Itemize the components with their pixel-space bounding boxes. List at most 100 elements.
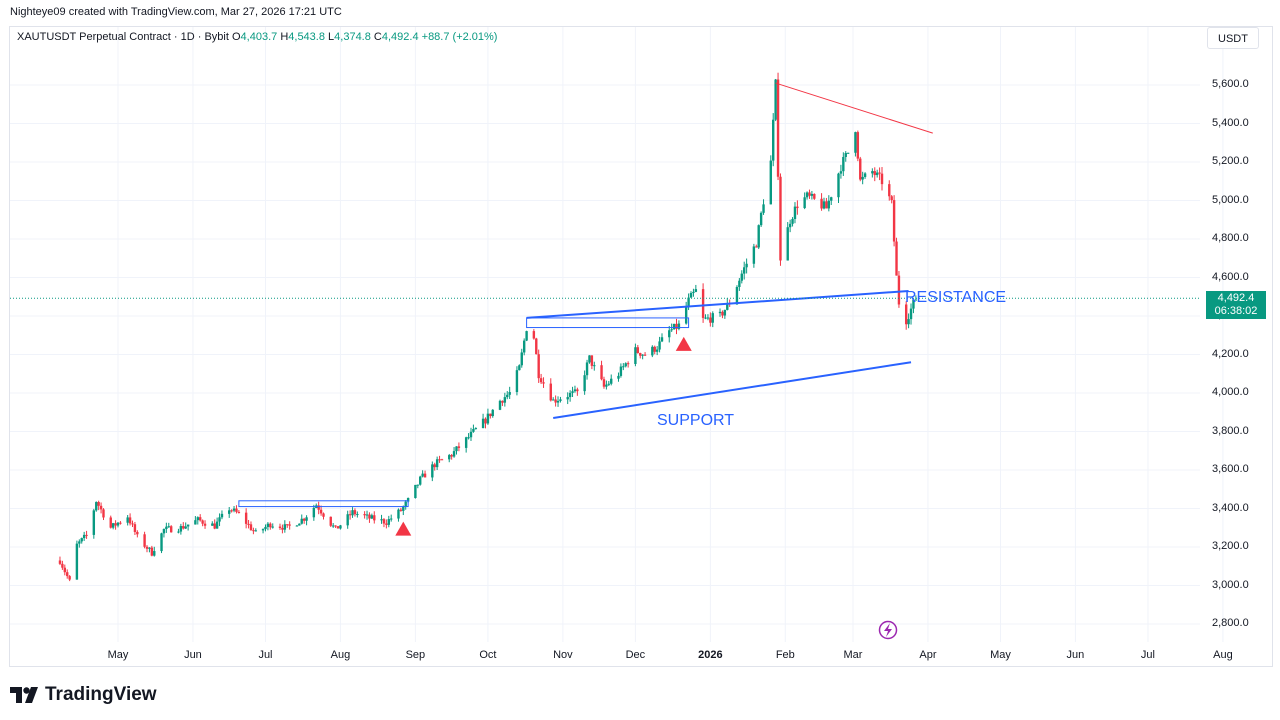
price-tick-label: 3,000.0 [1212,578,1249,591]
candle [842,152,845,176]
candle [610,374,613,386]
candle [639,352,642,359]
candle [286,524,289,528]
candle-body [416,484,420,486]
high-label: H [280,31,289,43]
candle-body [61,563,64,568]
candle-body [549,383,552,401]
candle-body [701,289,705,318]
candle [356,511,359,518]
candle [762,199,765,215]
candle [136,530,139,538]
candle [472,424,475,433]
last-price-value: 4,492.4 [1217,292,1255,304]
candle-body [854,132,857,153]
candle-body [339,525,342,529]
candle [143,531,146,549]
candle-body [583,375,586,392]
candle-body [143,534,146,547]
candle-body [755,246,758,248]
candle [643,352,647,356]
candle [336,526,340,529]
candle-body [288,524,291,526]
candle [348,510,352,520]
candle-body [353,510,357,515]
candle [128,513,132,526]
candle-body [363,514,366,516]
candle-body [607,383,611,385]
candle [805,191,809,200]
symbol-title[interactable]: XAUTUSDT Perpetual Contract · 1D · Bybit [17,31,229,43]
candle [215,517,219,529]
candle [897,271,901,308]
candle-body [651,346,654,356]
candle [385,519,388,529]
candle-body [126,517,129,523]
candle-body [85,534,88,536]
candle [808,189,811,199]
candle-body [692,291,695,294]
time-tick-label: Mar [843,649,863,661]
candle [566,392,569,405]
candle [489,413,492,419]
candle-body [95,502,98,511]
lightning-bolt-icon[interactable] [878,620,898,640]
candle [382,518,386,528]
price-tick-label: 3,800.0 [1212,424,1249,437]
candle-body [300,518,303,524]
candle-body [266,523,270,527]
candle [745,258,748,274]
candle [300,514,303,525]
candle [689,291,693,298]
candle [368,512,371,523]
candle [617,372,620,382]
candle-body [99,505,103,510]
candle [186,524,190,531]
candle-body [779,176,782,261]
time-tick-label: May [107,649,129,661]
candle-body [382,519,386,524]
candle [520,348,523,368]
candle [97,500,100,511]
candle [721,310,724,319]
candle-body [474,428,478,430]
candle [738,278,741,291]
candle [660,333,664,343]
candle-body [145,546,149,549]
candle [230,509,233,513]
candle-body [839,171,843,174]
tradingview-logo[interactable]: TradingView [10,684,157,706]
candle [66,569,69,579]
candle-body [600,365,603,380]
candle-body [329,516,332,526]
currency-button[interactable]: USDT [1207,27,1259,49]
candle-body [102,509,105,518]
candle-body [914,299,918,301]
candle-body [167,526,170,528]
candle [114,520,117,530]
candle [116,521,120,528]
candle-body [114,523,117,526]
candle-body [772,119,775,161]
candle-body [786,227,789,261]
candle [740,270,743,284]
candle-body [508,392,511,395]
candle [58,556,62,566]
time-tick-label: Jun [1066,649,1085,661]
candle [709,312,712,327]
candle [266,522,270,531]
candle [830,196,833,206]
candle-body [399,509,403,511]
candle [810,190,814,200]
candle [820,193,823,211]
candle [433,462,436,471]
candle [522,338,526,356]
chart-panel[interactable] [9,26,1273,667]
candle-body [619,366,623,376]
candle [165,522,168,533]
candle [503,392,507,407]
candle [247,519,250,529]
candle [261,528,265,534]
candle-body [605,384,608,387]
